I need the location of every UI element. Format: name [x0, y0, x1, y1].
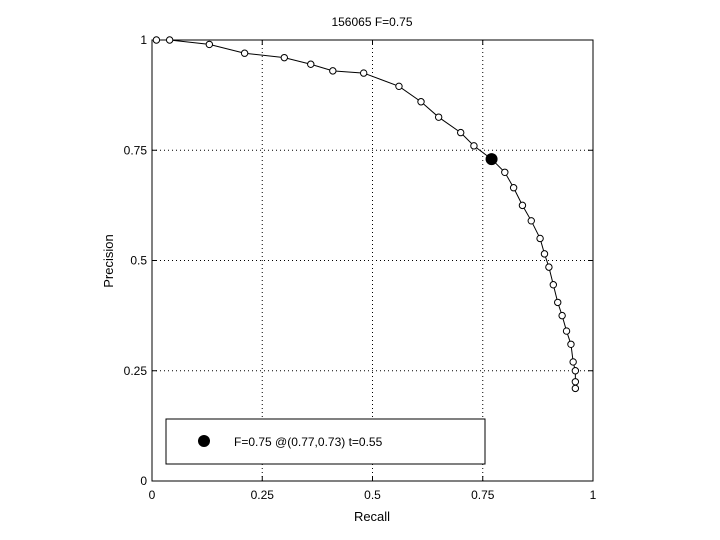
highlight-point	[485, 153, 498, 166]
data-point	[417, 98, 425, 106]
data-point	[571, 378, 580, 386]
x-axis-label: Recall	[354, 509, 390, 524]
data-point	[395, 82, 403, 91]
x-ticks: 0 0.25 0.5 0.75 1	[149, 40, 597, 502]
series-line	[156, 39, 576, 389]
x-tick-label: 0	[149, 488, 156, 502]
x-tick-label: 0.75	[471, 488, 495, 502]
data-point	[470, 142, 478, 150]
y-tick-label: 1	[140, 33, 147, 47]
grid	[152, 40, 593, 481]
y-ticks: 0 0.25 0.5 0.75 1	[124, 33, 593, 488]
y-tick-label: 0.5	[130, 254, 147, 268]
data-point	[571, 367, 580, 375]
data-point	[518, 201, 527, 210]
data-point	[540, 250, 549, 258]
data-point	[307, 60, 315, 68]
data-point	[457, 128, 465, 137]
data-point	[571, 384, 580, 393]
y-tick-label: 0.75	[124, 143, 148, 157]
data-point	[280, 53, 288, 62]
data-point	[527, 217, 535, 225]
data-point	[536, 234, 544, 243]
series	[152, 36, 580, 393]
data-point	[240, 49, 249, 57]
data-point	[545, 263, 553, 271]
data-point	[165, 36, 174, 44]
data-point	[569, 358, 577, 366]
data-point	[558, 311, 566, 320]
x-tick-label: 0.5	[364, 488, 381, 502]
x-tick-label: 0.25	[251, 488, 275, 502]
legend-label: F=0.75 @(0.77,0.73) t=0.55	[234, 435, 383, 449]
x-tick-label: 1	[590, 488, 597, 502]
data-point	[434, 113, 443, 121]
y-axis-label: Precision	[101, 234, 116, 287]
data-point	[329, 67, 337, 75]
legend: F=0.75 @(0.77,0.73) t=0.55	[165, 418, 486, 465]
y-tick-label: 0	[140, 474, 147, 488]
data-point	[562, 327, 571, 335]
data-point	[501, 168, 509, 177]
data-point	[509, 184, 518, 192]
legend-marker	[198, 435, 210, 447]
legend-box	[165, 418, 486, 465]
chart-title: 156065 F=0.75	[331, 15, 412, 29]
y-tick-label: 0.25	[124, 364, 148, 378]
data-point	[152, 36, 161, 44]
data-point	[359, 69, 368, 77]
data-point	[554, 298, 562, 307]
data-point	[567, 340, 575, 348]
data-point	[205, 40, 214, 49]
data-point	[549, 281, 558, 289]
